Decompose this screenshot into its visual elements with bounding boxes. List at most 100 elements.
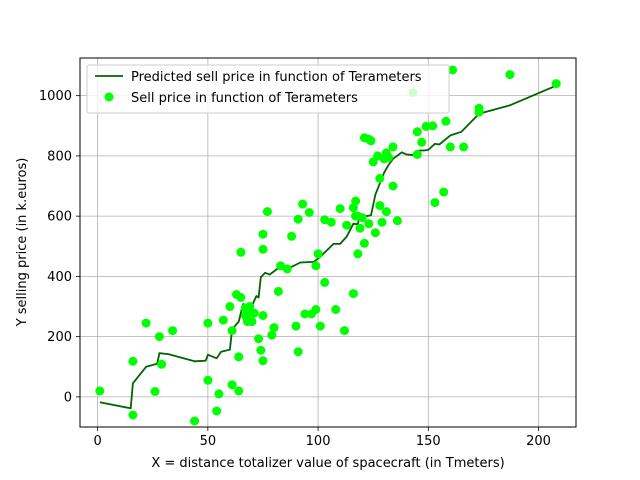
data-point — [227, 380, 237, 390]
data-point — [421, 121, 431, 131]
data-point — [366, 136, 376, 146]
data-point — [128, 410, 138, 420]
data-point — [256, 345, 266, 355]
legend-marker-swatch — [104, 92, 114, 102]
data-point — [168, 326, 178, 336]
data-point — [335, 204, 345, 214]
data-point — [212, 406, 222, 416]
data-point — [474, 103, 484, 113]
data-point — [355, 223, 365, 233]
data-point — [154, 332, 164, 342]
data-point — [331, 305, 341, 314]
data-point — [311, 305, 321, 314]
data-point — [441, 116, 451, 126]
legend: Predicted sell price in function of Tera… — [86, 64, 450, 114]
data-point — [157, 359, 167, 369]
data-point — [258, 229, 268, 239]
data-point — [273, 286, 283, 296]
data-point — [315, 321, 325, 331]
data-point — [430, 198, 440, 208]
x-tick-label: 0 — [93, 434, 101, 449]
data-point — [141, 318, 151, 328]
data-point — [258, 244, 268, 254]
data-point — [262, 207, 272, 217]
data-point — [150, 387, 160, 396]
data-point — [190, 416, 200, 426]
data-point — [304, 208, 314, 217]
data-point — [267, 330, 277, 340]
y-tick-label: 0 — [64, 390, 72, 405]
axis-ticks: 0 50 100 150 200 0 200 400 600 800 1000 — [39, 89, 551, 449]
data-point — [225, 302, 235, 311]
y-tick-label: 200 — [47, 330, 72, 345]
data-point — [388, 181, 398, 191]
data-point — [412, 127, 422, 137]
data-point — [227, 326, 237, 336]
data-point — [245, 302, 255, 311]
y-tick-label: 800 — [47, 149, 72, 164]
scatter-points-layer — [95, 65, 561, 426]
data-point — [348, 289, 358, 299]
data-point — [459, 142, 469, 152]
plot-area-frame — [79, 57, 577, 428]
data-point — [388, 142, 398, 152]
data-point — [291, 321, 301, 331]
data-point — [258, 356, 268, 366]
data-point — [351, 196, 361, 206]
data-point — [320, 277, 330, 287]
data-point — [293, 214, 303, 224]
data-point — [313, 249, 323, 259]
data-point — [293, 347, 303, 357]
y-axis-label: Y selling price (in k.euros) — [15, 158, 30, 328]
data-point — [417, 137, 427, 147]
x-tick-label: 150 — [416, 434, 441, 449]
legend-entry-observed: Sell price in function of Terameters — [131, 91, 358, 106]
data-point — [287, 231, 297, 241]
data-point — [203, 375, 213, 385]
data-point — [218, 315, 228, 325]
data-point — [392, 216, 402, 226]
data-point — [300, 309, 310, 319]
data-point — [236, 247, 246, 257]
data-point — [298, 199, 308, 209]
data-point — [234, 352, 244, 362]
data-point — [428, 121, 438, 131]
data-point — [551, 79, 561, 89]
x-axis-label: X = distance totalizer value of spacecra… — [151, 456, 504, 471]
data-point — [364, 219, 374, 229]
data-point — [254, 334, 264, 344]
data-point — [439, 187, 449, 197]
data-point — [269, 323, 279, 333]
data-point — [326, 217, 336, 227]
data-point — [445, 142, 455, 152]
data-point — [340, 326, 349, 336]
data-point — [377, 217, 387, 227]
data-point — [381, 207, 391, 217]
data-point — [359, 238, 369, 248]
data-point — [247, 317, 257, 327]
y-tick-label: 600 — [47, 210, 72, 225]
data-point — [375, 174, 385, 183]
data-point — [353, 249, 363, 259]
y-tick-label: 400 — [47, 270, 72, 285]
legend-entry-predicted: Predicted sell price in function of Tera… — [131, 70, 422, 85]
data-point — [412, 149, 422, 159]
x-tick-label: 200 — [526, 434, 551, 449]
x-tick-label: 100 — [306, 434, 331, 449]
data-point — [236, 293, 246, 302]
data-point — [214, 389, 224, 399]
data-point — [95, 386, 105, 396]
data-point — [258, 311, 268, 320]
data-point — [505, 70, 515, 80]
data-point — [234, 386, 244, 396]
data-point — [384, 152, 394, 162]
data-point — [203, 318, 213, 328]
data-point — [342, 220, 352, 230]
data-point — [357, 213, 367, 223]
legend-box — [86, 64, 450, 114]
data-point — [128, 356, 138, 366]
data-point — [448, 65, 458, 75]
data-point — [375, 201, 385, 211]
x-tick-label: 50 — [200, 434, 217, 449]
